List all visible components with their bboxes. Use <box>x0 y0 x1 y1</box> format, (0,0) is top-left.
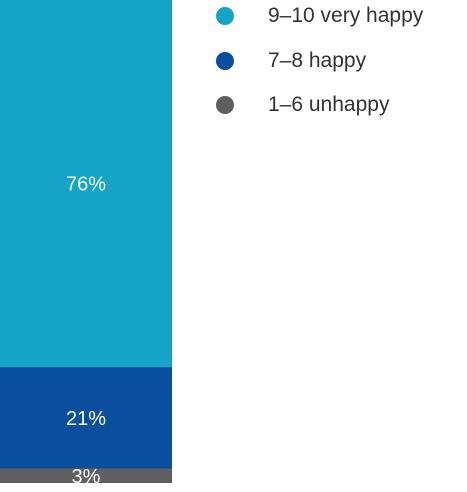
legend-label-very-happy: 9–10 very happy <box>268 4 424 27</box>
bar-segment-very-happy <box>0 0 172 368</box>
bar-segment-happy <box>0 367 172 469</box>
legend-label-happy: 7–8 happy <box>268 49 367 72</box>
data-label-very-happy: 76% <box>66 174 106 196</box>
legend-swatch-happy <box>216 52 234 70</box>
legend-label-unhappy: 1–6 unhappy <box>268 93 390 116</box>
data-label-happy: 21% <box>66 408 106 430</box>
legend-swatch-very-happy <box>216 7 234 25</box>
bar-segment-unhappy <box>0 468 172 483</box>
legend-swatch-unhappy <box>216 96 234 114</box>
data-label-unhappy: 3% <box>72 466 101 488</box>
